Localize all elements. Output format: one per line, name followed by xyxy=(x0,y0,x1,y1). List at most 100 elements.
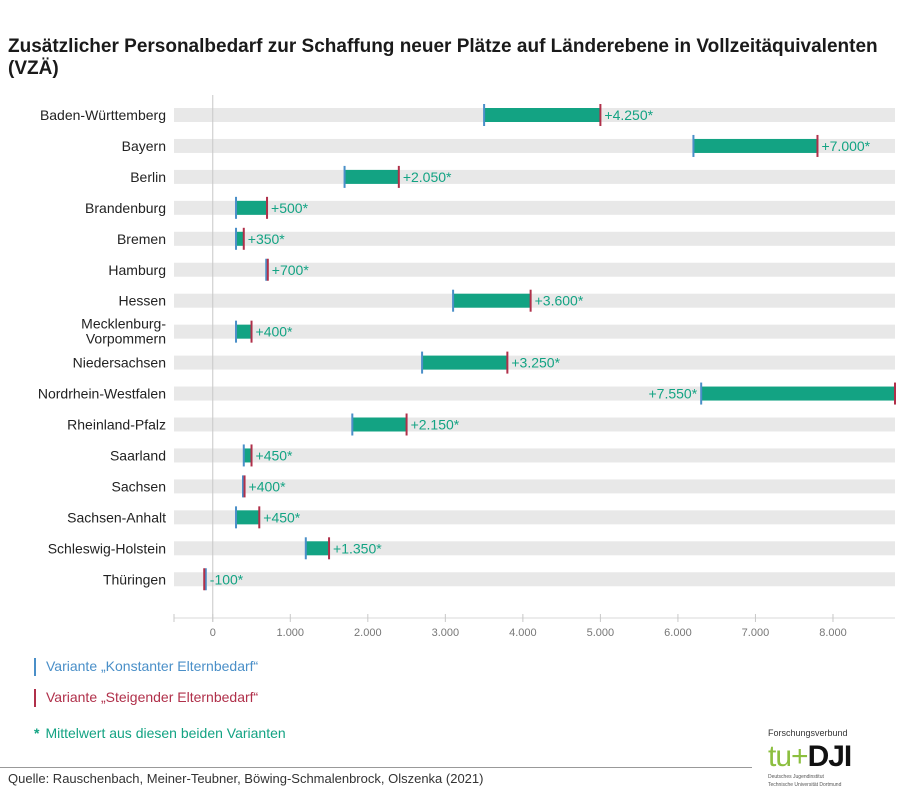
range-bar-8 xyxy=(422,355,508,370)
source-text: Quelle: Rauschenbach, Meiner-Teubner, Bö… xyxy=(8,771,484,786)
legend-konstant-swatch xyxy=(34,658,36,677)
state-label-line: Niedersachsen xyxy=(73,355,166,371)
legend-steigend-label: Variante „Steigender Elternbedarf“ xyxy=(46,689,259,705)
value-label-1: +7.000* xyxy=(821,138,870,154)
row-track-10 xyxy=(174,417,895,432)
row-track-11 xyxy=(174,448,895,463)
value-label-6: +3.600* xyxy=(535,293,584,309)
state-label-11: Saarland xyxy=(110,447,166,463)
state-label-line: Berlin xyxy=(130,169,166,185)
range-bar-10 xyxy=(352,417,407,432)
row-track-2 xyxy=(174,169,895,184)
value-label-13: +450* xyxy=(263,509,301,525)
value-label-2: +2.050* xyxy=(403,169,452,185)
state-label-line: Bayern xyxy=(122,138,166,154)
state-label-6: Hessen xyxy=(119,293,166,309)
state-label-12: Sachsen xyxy=(112,478,166,494)
state-label-line: Nordrhein-Westfalen xyxy=(38,386,166,402)
row-track-14 xyxy=(174,541,895,556)
row-track-5 xyxy=(174,262,895,277)
state-label-line: Rheinland-Pfalz xyxy=(67,417,166,433)
forschungsverbund-logo: Forschungsverbund tu+DJI Deutsches Jugen… xyxy=(768,728,888,798)
value-label-11: +450* xyxy=(256,447,294,463)
value-label-9: +7.550* xyxy=(649,386,698,402)
x-tick-label-2: 2.000 xyxy=(354,627,382,639)
source-divider xyxy=(0,767,752,768)
state-label-9: Nordrhein-Westfalen xyxy=(38,386,166,402)
value-label-14: +1.350* xyxy=(333,540,382,556)
range-bar-0 xyxy=(484,108,601,122)
row-track-8 xyxy=(174,355,895,370)
legend-konstant: Variante „Konstanter Elternbedarf“ xyxy=(34,658,259,677)
row-track-12 xyxy=(174,479,895,494)
state-label-line: Bremen xyxy=(117,231,166,247)
value-label-15: -100* xyxy=(210,571,244,587)
state-label-10: Rheinland-Pfalz xyxy=(67,417,166,433)
state-label-2: Berlin xyxy=(130,169,166,185)
state-label-14: Schleswig-Holstein xyxy=(48,540,166,556)
legend-mittelwert-star: * xyxy=(34,725,40,741)
state-label-line: Baden-Württemberg xyxy=(40,107,166,123)
value-label-0: +4.250* xyxy=(604,107,653,123)
state-label-5: Hamburg xyxy=(108,262,166,278)
logo-dji: DJI xyxy=(807,740,853,773)
logo-mark: tu+DJI xyxy=(768,742,888,772)
x-tick-label-1: 1.000 xyxy=(277,627,305,639)
state-label-line: Brandenburg xyxy=(85,200,166,216)
row-track-13 xyxy=(174,510,895,525)
chart-title: Zusätzlicher Personalbedarf zur Schaffun… xyxy=(8,36,878,79)
row-track-3 xyxy=(174,200,895,215)
x-tick-label-3: 3.000 xyxy=(432,627,460,639)
state-label-8: Niedersachsen xyxy=(73,355,166,371)
x-tick-label-7: 7.000 xyxy=(742,627,770,639)
state-label-4: Bremen xyxy=(117,231,166,247)
x-tick-label-0: 0 xyxy=(210,627,216,639)
state-label-line: Hessen xyxy=(119,293,166,309)
legend-steigend: Variante „Steigender Elternbedarf“ xyxy=(34,689,259,708)
legend-steigend-swatch xyxy=(34,689,36,708)
x-tick-label-8: 8.000 xyxy=(819,627,847,639)
logo-caption: Forschungsverbund xyxy=(768,728,848,738)
state-label-line: Sachsen-Anhalt xyxy=(67,509,166,525)
row-track-6 xyxy=(174,293,895,308)
range-bar-11 xyxy=(243,448,252,463)
value-label-12: +400* xyxy=(249,478,287,494)
state-label-7: Mecklenburg-Vorpommern xyxy=(81,316,166,347)
state-label-3: Brandenburg xyxy=(85,200,166,216)
range-bar-1 xyxy=(693,138,818,153)
state-label-line: Sachsen xyxy=(112,478,166,494)
range-bar-14 xyxy=(305,541,330,556)
legend-mittelwert: * Mittelwert aus diesen beiden Varianten xyxy=(34,725,286,741)
logo-sub-1: Deutsches Jugendinstitut xyxy=(768,774,824,780)
row-track-7 xyxy=(174,324,895,339)
value-label-4: +350* xyxy=(248,231,286,247)
state-label-line: Thüringen xyxy=(103,571,166,587)
range-bar-chart: 0 1.000 2.000 3.000 4.000 5.000 6.000 7.000 8.00… xyxy=(38,95,896,639)
value-label-5: +700* xyxy=(272,262,310,278)
state-label-line: Hamburg xyxy=(108,262,166,278)
row-track-15 xyxy=(174,572,895,587)
range-bar-6 xyxy=(453,293,531,308)
logo-tu: tu xyxy=(768,740,792,773)
x-tick-label-5: 5.000 xyxy=(587,627,615,639)
logo-plus: + xyxy=(791,740,809,773)
range-bar-3 xyxy=(236,200,268,215)
state-label-0: Baden-Württemberg xyxy=(40,107,166,123)
logo-sub-2: Technische Universität Dortmund xyxy=(768,782,842,788)
state-label-line: Vorpommern xyxy=(86,331,166,347)
x-tick-label-4: 4.000 xyxy=(509,627,537,639)
state-label-line: Saarland xyxy=(110,447,166,463)
range-bar-4 xyxy=(236,231,244,246)
range-bar-7 xyxy=(236,324,252,339)
legend-konstant-label: Variante „Konstanter Elternbedarf“ xyxy=(46,658,259,674)
state-label-13: Sachsen-Anhalt xyxy=(67,509,166,525)
range-bar-13 xyxy=(236,510,260,525)
range-bar-9 xyxy=(701,386,895,401)
value-label-3: +500* xyxy=(271,200,309,216)
state-label-1: Bayern xyxy=(122,138,166,154)
row-track-4 xyxy=(174,231,895,246)
state-label-line: Mecklenburg- xyxy=(81,316,166,332)
x-tick-label-6: 6.000 xyxy=(664,627,692,639)
range-bar-2 xyxy=(344,169,399,184)
state-label-15: Thüringen xyxy=(103,571,166,587)
